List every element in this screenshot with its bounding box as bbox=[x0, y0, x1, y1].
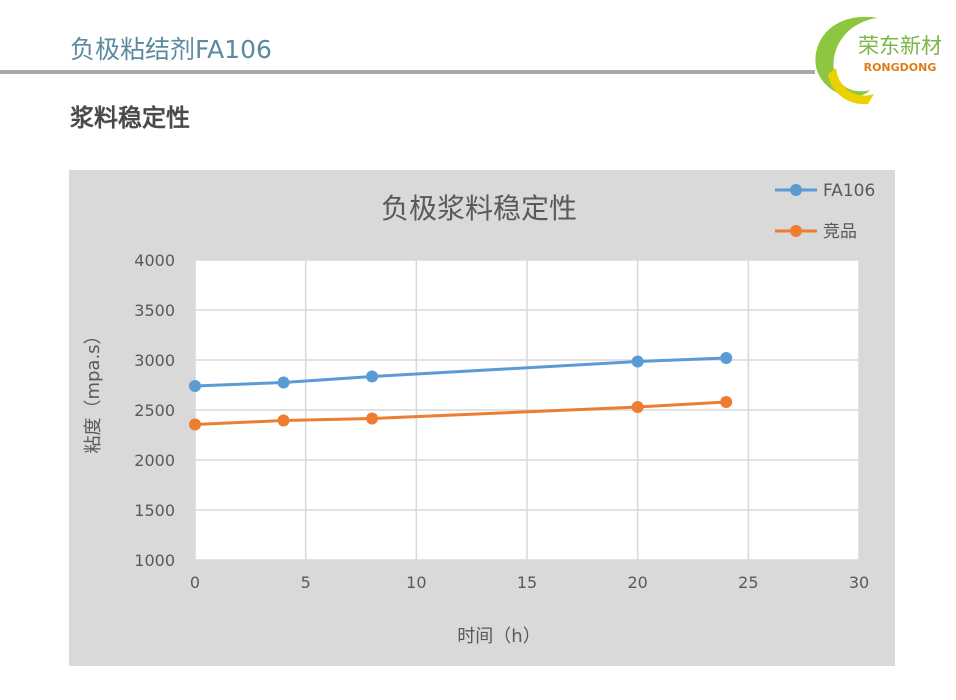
header-divider bbox=[0, 70, 815, 74]
data-point bbox=[720, 396, 733, 408]
y-tick-label: 4000 bbox=[134, 251, 175, 270]
y-tick-label: 1500 bbox=[134, 501, 175, 520]
x-tick-label: 5 bbox=[301, 573, 311, 592]
page-title: 负极粘结剂FA106 bbox=[70, 35, 272, 64]
brand-logo: 荣东新材 RONGDONG bbox=[808, 8, 956, 108]
data-point bbox=[277, 376, 290, 389]
x-tick-label: 25 bbox=[738, 573, 758, 592]
legend-label: 竞品 bbox=[823, 222, 857, 242]
data-point bbox=[720, 352, 733, 364]
data-point bbox=[189, 380, 201, 392]
brand-subtitle: RONGDONG bbox=[864, 61, 937, 74]
brand-name: 荣东新材 bbox=[858, 34, 942, 58]
y-tick-label: 2000 bbox=[134, 451, 175, 470]
y-tick-label: 3500 bbox=[134, 301, 175, 320]
data-point bbox=[631, 401, 644, 413]
legend-label: FA106 bbox=[823, 181, 875, 201]
data-point bbox=[277, 414, 290, 427]
data-point bbox=[366, 370, 379, 383]
chart-title: 负极浆料稳定性 bbox=[381, 192, 577, 225]
x-tick-label: 15 bbox=[517, 573, 537, 592]
y-tick-label: 2500 bbox=[134, 401, 175, 420]
legend-swatch-marker bbox=[790, 184, 802, 196]
x-tick-label: 30 bbox=[849, 573, 869, 592]
data-point bbox=[189, 418, 201, 431]
data-point bbox=[366, 412, 379, 425]
x-axis-label: 时间（h） bbox=[457, 626, 540, 647]
x-tick-label: 0 bbox=[190, 573, 200, 592]
x-tick-label: 10 bbox=[406, 573, 426, 592]
line-chart: 负极浆料稳定性 时间（h） 粘度（mpa.s） 1000 1500 2000 2500… bbox=[83, 181, 875, 647]
y-axis-label: 粘度（mpa.s） bbox=[83, 326, 104, 453]
chart-area: 负极浆料稳定性 时间（h） 粘度（mpa.s） 1000 1500 2000 2500… bbox=[69, 170, 895, 666]
logo-mark-icon: 荣东新材 RONGDONG bbox=[815, 16, 954, 105]
data-point bbox=[631, 355, 644, 368]
y-tick-label: 1000 bbox=[134, 551, 175, 570]
y-tick-label: 3000 bbox=[134, 351, 175, 370]
x-tick-label: 20 bbox=[627, 573, 647, 592]
section-title: 浆料稳定性 bbox=[70, 104, 190, 132]
legend-swatch-marker bbox=[790, 225, 802, 237]
